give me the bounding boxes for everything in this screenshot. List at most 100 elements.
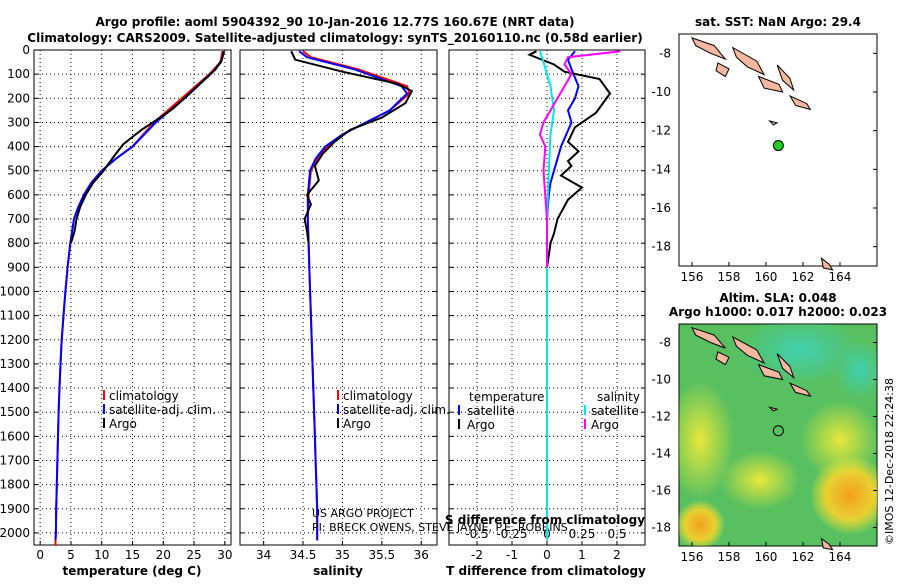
x-tick-label: 0 <box>543 548 551 562</box>
salinity-axes-frame <box>239 49 438 546</box>
series-line-climatology <box>54 51 224 546</box>
map-lon-label: 162 <box>792 550 815 564</box>
temperature-panel: 0100200300400500600700800900100011001200… <box>0 43 232 578</box>
credit-text: US ARGO PROJECT <box>312 507 414 520</box>
depth-tick-label: 400 <box>7 140 30 154</box>
map-lon-label: 160 <box>755 270 778 284</box>
s-diff-tick-label: -0.5 <box>465 527 488 541</box>
map-lat-label: -16 <box>651 201 671 215</box>
series-line-s-satellite <box>539 50 556 541</box>
depth-tick-label: 1200 <box>0 333 30 347</box>
island <box>715 62 730 78</box>
island <box>757 363 784 381</box>
map-lon-label: 156 <box>681 270 704 284</box>
argo-location-marker <box>772 140 784 152</box>
map-lat-label: -16 <box>651 484 671 498</box>
series-line-satellite-adj-clim- <box>298 50 409 541</box>
map-lon-label: 164 <box>829 550 852 564</box>
island <box>776 64 795 92</box>
x-tick-label: -1 <box>506 548 518 562</box>
depth-tick-label: 1300 <box>0 357 30 371</box>
legend-temperature-title: temperature <box>469 390 544 404</box>
map-lat-label: -8 <box>659 46 671 60</box>
difference-xlabel: T difference from climatology <box>446 564 646 578</box>
legend-label: climatology <box>109 389 179 403</box>
x-tick-label: -2 <box>471 548 483 562</box>
sst-map-panel: sat. SST: NaN Argo: 29.4 156 158 160 162 164… <box>651 15 878 284</box>
depth-tick-label: 1900 <box>0 502 30 516</box>
s-diff-tick-label: 0.25 <box>569 527 596 541</box>
map-lat-label: -18 <box>651 240 671 254</box>
sst-map-title: sat. SST: NaN Argo: 29.4 <box>695 15 861 29</box>
island <box>731 335 766 364</box>
difference-s-title: S difference from climatology <box>445 513 645 527</box>
x-tick-label: 35.5 <box>368 548 395 562</box>
island <box>820 537 834 551</box>
map-lon-label: 158 <box>718 270 741 284</box>
sla-map-title-1: Altim. SLA: 0.048 <box>719 291 836 305</box>
depth-tick-label: 500 <box>7 164 30 178</box>
depth-tick-label: 1500 <box>0 405 30 419</box>
x-tick-label: 15 <box>125 548 140 562</box>
island <box>691 37 727 61</box>
x-tick-label: 20 <box>156 548 171 562</box>
legend-label: satellite <box>591 404 639 418</box>
series-line-climatology <box>302 50 411 541</box>
map-lat-label: -12 <box>651 124 671 138</box>
depth-tick-label: 200 <box>7 91 30 105</box>
title-line-2: Climatology: CARS2009. Satellite-adjuste… <box>27 31 642 46</box>
sla-map-panel: Altim. SLA: 0.048 Argo h1000: 0.017 h200… <box>651 291 887 564</box>
map-lat-label: -18 <box>651 521 671 535</box>
x-tick-label: 1 <box>578 548 586 562</box>
legend-label: Argo <box>591 418 619 432</box>
depth-tick-label: 1700 <box>0 453 30 467</box>
series-line-argo <box>290 50 414 244</box>
map-lat-label: -14 <box>651 447 671 461</box>
x-tick-label: 10 <box>94 548 109 562</box>
island <box>757 75 784 93</box>
x-tick-label: 30 <box>217 548 232 562</box>
series-line-argo <box>69 50 226 244</box>
x-tick-label: 34 <box>256 548 271 562</box>
legend-label: satellite-adj. clim. <box>109 403 216 417</box>
map-lon-label: 162 <box>792 270 815 284</box>
depth-tick-label: 1000 <box>0 284 30 298</box>
title-line-1: Argo profile: aoml 5904392_90 10-Jan-201… <box>96 15 575 30</box>
legend-label: climatology <box>343 389 413 403</box>
legend-label: Argo <box>343 417 371 431</box>
depth-tick-label: 1600 <box>0 429 30 443</box>
depth-tick-label: 1800 <box>0 478 30 492</box>
x-tick-label: 36 <box>414 548 429 562</box>
map-lat-label: -10 <box>651 85 671 99</box>
island <box>788 94 812 111</box>
map-lon-label: 164 <box>829 270 852 284</box>
sla-map-title-2: Argo h1000: 0.017 h2000: 0.023 <box>669 305 887 319</box>
depth-tick-label: 100 <box>7 67 30 81</box>
x-tick-label: 2 <box>613 548 621 562</box>
depth-tick-label: 300 <box>7 115 30 129</box>
legend-label: satellite <box>467 404 515 418</box>
map-lat-label: -8 <box>659 336 671 350</box>
legend-salinity-title: salinity <box>597 390 640 404</box>
depth-tick-label: 800 <box>7 236 30 250</box>
map-lon-label: 158 <box>718 550 741 564</box>
map-lon-label: 160 <box>755 550 778 564</box>
imos-stamp: ©IMOS 12-Dec-2018 22:24:38 <box>883 378 896 545</box>
map-lat-label: -14 <box>651 162 671 176</box>
island <box>731 46 766 76</box>
s-diff-tick-label: 0.5 <box>607 527 626 541</box>
depth-tick-label: 2000 <box>0 526 30 540</box>
series-line-satellite-adj-clim- <box>54 50 225 541</box>
depth-tick-label: 1100 <box>0 309 30 323</box>
depth-tick-label: 700 <box>7 212 30 226</box>
x-tick-label: 5 <box>67 548 75 562</box>
legend-label: satellite-adj. clim. <box>343 403 450 417</box>
island <box>776 353 795 380</box>
x-tick-label: 25 <box>186 548 201 562</box>
map-lat-label: -10 <box>651 373 671 387</box>
island <box>820 257 834 271</box>
x-tick-label: 35 <box>335 548 350 562</box>
s-diff-tick-label: -0.25 <box>496 527 527 541</box>
